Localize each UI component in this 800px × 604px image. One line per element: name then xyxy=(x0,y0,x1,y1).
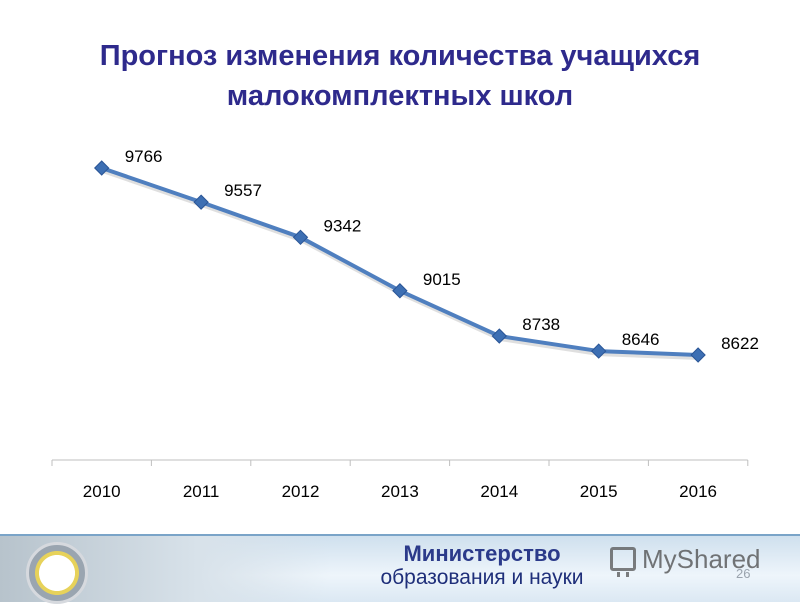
data-point-marker xyxy=(193,194,209,210)
ministry-emblem-icon xyxy=(26,542,88,604)
x-tick-label: 2012 xyxy=(282,482,320,501)
x-tick-label: 2013 xyxy=(381,482,419,501)
line-chart: 2010 2011 2012 2013 2014 2015 2016 9766 9557 9342… xyxy=(51,147,759,501)
data-label: 8646 xyxy=(622,330,660,349)
data-label: 8738 xyxy=(522,315,560,334)
title-line-2: малокомплектных школ xyxy=(226,80,574,112)
slide-title: Прогноз изменения количества учащихся ма… xyxy=(0,36,800,116)
ministry-line-1: Министерство xyxy=(403,541,561,566)
ministry-line-2: образования и науки xyxy=(380,566,584,589)
title-line-1: Прогноз изменения количества учащихся xyxy=(99,40,701,72)
x-tick-label: 2015 xyxy=(580,482,618,501)
x-tick-label: 2011 xyxy=(183,482,220,501)
x-tick-label: 2016 xyxy=(679,482,717,501)
ministry-name: Министерство образования и науки xyxy=(362,542,602,590)
data-point-marker xyxy=(292,229,309,246)
footer-banner: Министерство образования и науки MyShare… xyxy=(0,534,800,604)
presentation-board-icon xyxy=(610,547,636,577)
data-label: 9557 xyxy=(224,181,262,200)
page-number: 26 xyxy=(736,566,751,581)
data-label: 9015 xyxy=(423,270,461,289)
data-label: 9342 xyxy=(324,216,362,235)
data-label: 9766 xyxy=(125,147,163,166)
data-point-marker xyxy=(93,160,110,176)
x-tick-label: 2010 xyxy=(83,482,121,501)
data-point-marker xyxy=(392,283,408,299)
data-point-marker xyxy=(491,328,508,344)
x-tick-label: 2014 xyxy=(480,482,518,501)
watermark: MyShared xyxy=(610,542,761,577)
series-line xyxy=(101,166,699,357)
data-point-marker xyxy=(690,347,706,363)
data-label: 8622 xyxy=(721,334,759,353)
watermark-text: MyShared xyxy=(642,543,761,574)
data-point-marker xyxy=(590,343,607,359)
